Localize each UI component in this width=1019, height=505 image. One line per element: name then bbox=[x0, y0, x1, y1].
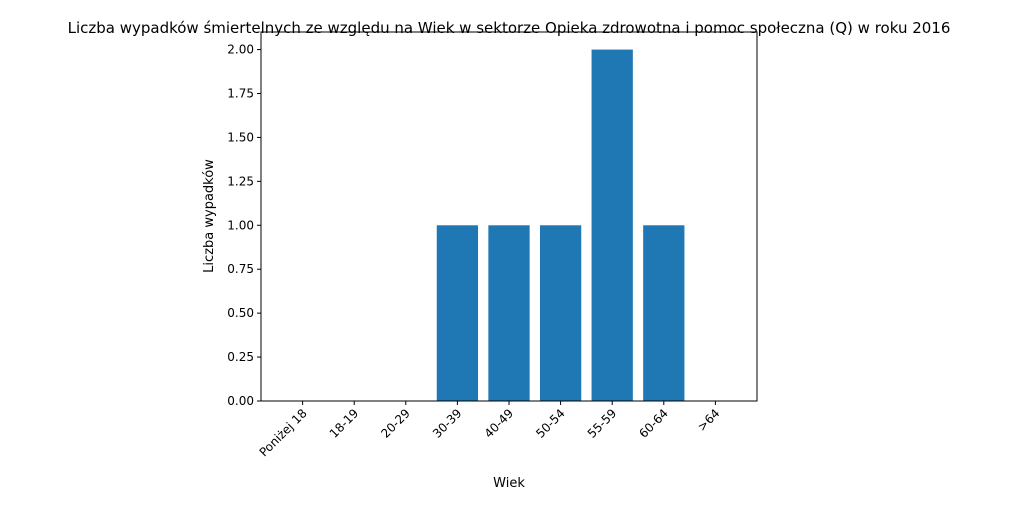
x-axis-title: Wiek bbox=[493, 476, 525, 491]
bars-layer bbox=[436, 49, 685, 401]
x-tick-label: 18-19 bbox=[327, 406, 362, 441]
x-tick-label: >64 bbox=[695, 406, 723, 434]
bar-7 bbox=[643, 225, 685, 401]
chart-title: Liczba wypadków śmiertelnych ze względu … bbox=[68, 19, 951, 37]
x-tick-label: 55-59 bbox=[585, 406, 620, 441]
bar-5 bbox=[539, 225, 582, 401]
x-tick-label: 20-29 bbox=[378, 406, 413, 441]
y-tick-label: 1.25 bbox=[227, 174, 254, 188]
y-tick-label: 0.25 bbox=[227, 350, 254, 364]
y-axis: 0.00 0.25 0.50 0.75 1.00 1.25 1.50 1.75 2.00 bbox=[227, 43, 261, 408]
bar-4 bbox=[488, 225, 530, 401]
y-tick-label: 0.75 bbox=[227, 262, 254, 276]
y-tick-label: 0.50 bbox=[227, 306, 254, 320]
x-axis: Poniżej 18 18-19 20-29 30-39 40-49 50-54 55-59… bbox=[257, 401, 723, 459]
y-tick-label: 1.00 bbox=[227, 218, 254, 232]
bar-3 bbox=[436, 225, 479, 401]
y-tick-label: 1.75 bbox=[227, 87, 254, 101]
x-tick-label: 30-39 bbox=[430, 406, 465, 441]
plot-frame bbox=[260, 31, 758, 402]
y-tick-label: 0.00 bbox=[227, 394, 254, 408]
y-tick-label: 2.00 bbox=[227, 43, 254, 57]
x-tick-label: 50-54 bbox=[533, 406, 568, 441]
y-tick-label: 1.50 bbox=[227, 130, 254, 144]
x-tick-label: 40-49 bbox=[482, 406, 517, 441]
x-tick-label: Poniżej 18 bbox=[257, 406, 310, 459]
x-tick-label: 60-64 bbox=[636, 406, 671, 441]
y-axis-title: Liczba wypadków bbox=[202, 159, 217, 273]
bar-6 bbox=[591, 49, 633, 401]
